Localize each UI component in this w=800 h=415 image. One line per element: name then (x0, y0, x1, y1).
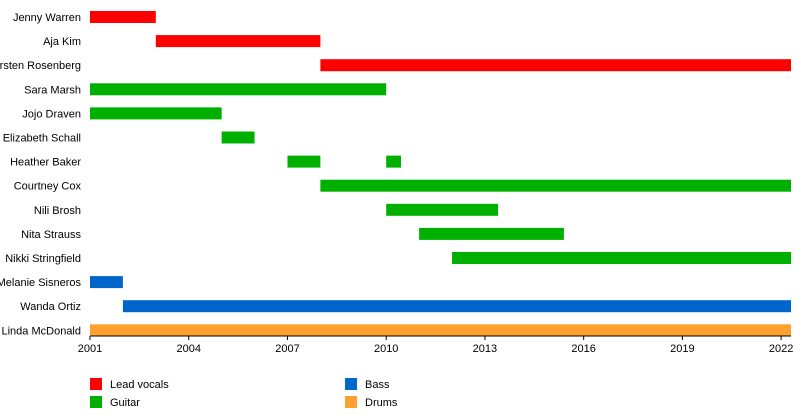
tenure-bar (221, 131, 255, 144)
legend-swatch (345, 396, 357, 408)
tenure-bar (419, 227, 564, 240)
tenure-bar (90, 324, 791, 337)
tenure-bar (90, 107, 222, 120)
x-tick-label: 2022 (769, 343, 793, 355)
legend-item: Lead vocals (90, 378, 169, 391)
tenure-bar (155, 35, 321, 48)
member-name-label: Jenny Warren (13, 12, 81, 24)
member-name-label: Courtney Cox (14, 181, 82, 193)
member-row: Jenny Warren (13, 11, 156, 24)
legend-swatch (90, 396, 102, 408)
tenure-bar (452, 252, 791, 264)
tenure-bar (90, 83, 387, 96)
legend-label: Bass (365, 379, 390, 391)
member-row: Sara Marsh (24, 83, 387, 96)
legend-label: Lead vocals (110, 379, 169, 391)
member-name-label: Nikki Stringfield (5, 253, 81, 265)
member-row: Kirsten Rosenberg (0, 59, 791, 72)
tenure-bar (320, 59, 791, 72)
legend-item: Drums (345, 396, 398, 409)
x-tick-label: 2001 (78, 343, 102, 355)
tenure-bar (287, 155, 321, 168)
legend-item: Guitar (90, 396, 140, 409)
member-row: Jojo Draven (22, 107, 222, 120)
tenure-bar (90, 11, 156, 23)
member-name-label: Jojo Draven (22, 108, 81, 120)
x-tick-label: 2010 (374, 343, 398, 355)
member-name-label: Elizabeth Schall (3, 133, 81, 145)
member-row: Melanie Sisneros (0, 276, 123, 289)
member-row: Nita Strauss (21, 227, 564, 241)
member-row: Nikki Stringfield (5, 252, 791, 265)
legend-swatch (345, 378, 357, 390)
legend-swatch (90, 378, 102, 390)
x-tick-label: 2007 (275, 343, 299, 355)
x-tick-label: 2016 (571, 343, 595, 355)
member-rows: Jenny Warren Aja Kim Kirsten Rosenberg Sara… (0, 11, 792, 337)
tenure-bar (320, 179, 791, 192)
member-name-label: Sara Marsh (24, 84, 81, 96)
member-row: Heather Baker (10, 155, 402, 169)
x-tick-label: 2004 (176, 343, 200, 355)
member-name-label: Linda McDonald (2, 325, 82, 337)
tenure-bar (386, 155, 402, 168)
member-name-label: Aja Kim (43, 36, 81, 48)
member-name-label: Nita Strauss (21, 229, 81, 241)
member-name-label: Nili Brosh (34, 205, 81, 217)
tenure-bar (122, 300, 792, 313)
x-tick-label: 2013 (473, 343, 497, 355)
legend-label: Drums (365, 397, 398, 409)
x-tick-label: 2019 (670, 343, 694, 355)
member-row: Aja Kim (43, 35, 321, 48)
member-name-label: Heather Baker (10, 157, 81, 169)
x-axis: 2001 2004 2007 2010 2013 2016 2019 2022 (78, 335, 793, 355)
legend-item: Bass (345, 378, 390, 391)
member-row: Linda McDonald (2, 324, 791, 337)
tenure-bar (386, 203, 499, 216)
member-row: Nili Brosh (34, 203, 499, 217)
member-name-label: Melanie Sisneros (0, 277, 81, 289)
member-row: Wanda Ortiz (20, 300, 792, 313)
tenure-bar (90, 276, 123, 289)
member-name-label: Wanda Ortiz (20, 301, 81, 313)
legend: Lead vocals Guitar Bass Drums (90, 378, 398, 409)
member-row: Courtney Cox (14, 179, 791, 193)
member-name-label: Kirsten Rosenberg (0, 60, 81, 72)
member-row: Elizabeth Schall (3, 131, 255, 145)
legend-label: Guitar (110, 397, 140, 409)
